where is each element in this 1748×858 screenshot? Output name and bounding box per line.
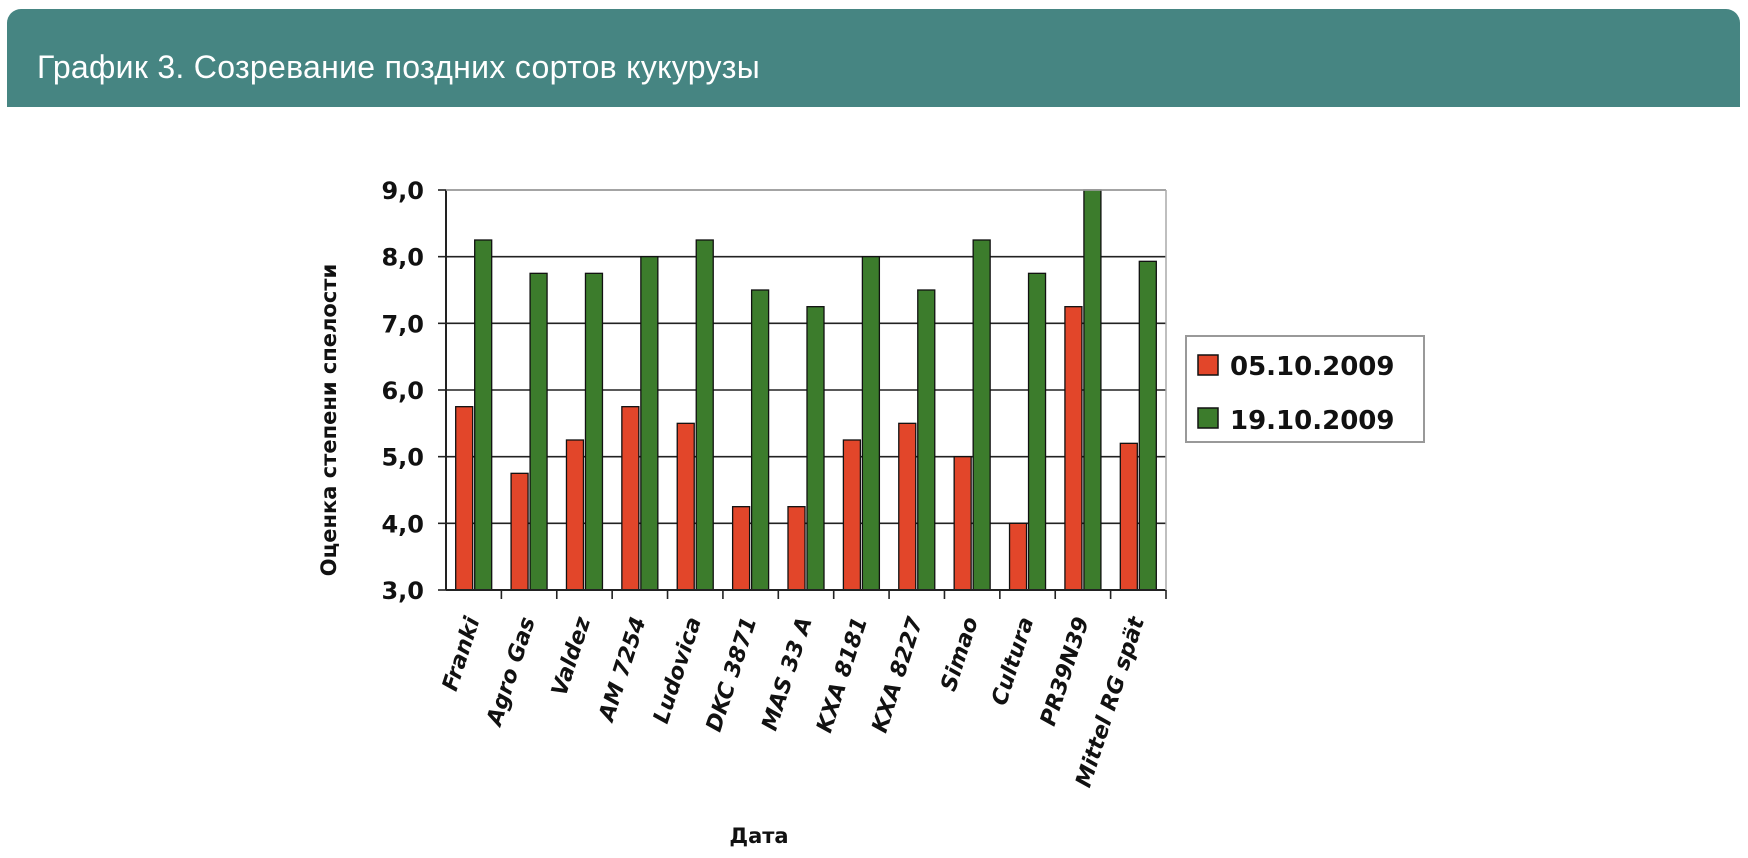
bar-valdez-series-1 <box>565 439 585 591</box>
legend-label-05-10-2009: 05.10.2009 <box>1230 352 1394 382</box>
y-tick-labels: 3,0 4,0 5,0 6,0 7,0 8,0 9,0 <box>381 177 424 605</box>
axes <box>445 189 1167 599</box>
x-tick-label: Franki <box>438 614 485 695</box>
bar-am-7254-series-1 <box>621 406 640 591</box>
x-tick-label: AM 7254 <box>594 614 652 726</box>
x-tick-label: Valdez <box>547 614 596 699</box>
x-tick-label: MAS 33 A <box>758 614 818 734</box>
x-tick-label: Simao <box>937 614 984 694</box>
bar-ludovica-series-2 <box>695 239 714 591</box>
y-tick-label: 3,0 <box>381 577 424 605</box>
y-tick-label: 4,0 <box>381 510 424 538</box>
y-tick-label: 8,0 <box>381 244 424 272</box>
bar-kxa-8181-series-1 <box>842 439 862 591</box>
y-axis-title: Оценка степени спелости <box>317 264 341 576</box>
bar-agro-gas-series-2 <box>529 272 548 591</box>
x-axis-title: Дата <box>729 824 788 848</box>
bar-am-7254-series-2 <box>640 256 659 591</box>
y-tick-label: 9,0 <box>381 177 424 205</box>
bar-kxa-8227-series-2 <box>917 289 936 591</box>
y-tick-label: 5,0 <box>381 444 424 472</box>
bar-mittel-rg-sp-t-series-2 <box>1138 260 1157 591</box>
y-tick-label: 6,0 <box>381 377 424 405</box>
bar-mas-33-a-series-2 <box>806 306 825 591</box>
bar-agro-gas-series-1 <box>510 472 529 591</box>
bar-simao-series-2 <box>972 239 991 591</box>
bar-kxa-8227-series-1 <box>898 422 917 591</box>
x-tick-label: DKC 3871 <box>702 614 763 735</box>
chart-title: График 3. Созревание поздних сортов куку… <box>37 49 761 85</box>
legend-label-19-10-2009: 19.10.2009 <box>1230 406 1394 436</box>
bar-simao-series-1 <box>953 456 972 591</box>
bar-ludovica-series-1 <box>676 422 695 591</box>
legend-box <box>1185 335 1425 443</box>
chart-header: График 3. Созревание поздних сортов куку… <box>7 9 1740 107</box>
bar-mas-33-a-series-1 <box>787 506 806 591</box>
bar-franki-series-1 <box>455 406 474 591</box>
bar-dkc-3871-series-1 <box>731 506 751 591</box>
x-tick-label: Agro Gas <box>482 614 541 731</box>
x-tick-label: Ludovica <box>649 614 707 727</box>
legend-swatch-05-10-2009 <box>1197 354 1219 376</box>
bar-pr39n39-series-1 <box>1064 306 1083 591</box>
x-tick-label: Cultura <box>987 614 1039 708</box>
bar-dkc-3871-series-2 <box>750 289 770 591</box>
x-tick-label: PR39N39 <box>1036 614 1095 729</box>
bar-mittel-rg-sp-t-series-1 <box>1119 442 1138 591</box>
y-tick-label: 7,0 <box>381 310 424 338</box>
bar-valdez-series-2 <box>584 272 604 591</box>
bar-franki-series-2 <box>474 239 493 591</box>
bar-kxa-8181-series-2 <box>861 256 881 591</box>
legend-swatch-19-10-2009 <box>1197 407 1219 429</box>
bar-cultura-series-2 <box>1027 272 1047 591</box>
x-tick-label: KXA 8227 <box>868 613 929 735</box>
bar-pr39n39-series-2 <box>1083 189 1102 591</box>
bar-cultura-series-1 <box>1008 522 1028 591</box>
legend: 05.10.2009 19.10.2009 <box>1185 335 1425 443</box>
x-tick-label: KXA 8181 <box>812 614 873 736</box>
